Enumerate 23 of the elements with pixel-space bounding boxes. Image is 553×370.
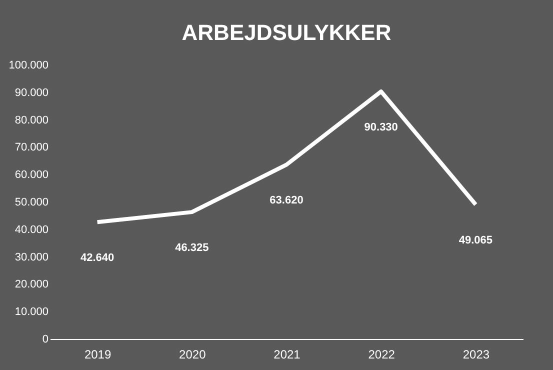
y-tick-label: 10.000 <box>14 306 48 318</box>
data-label: 42.640 <box>80 252 114 264</box>
y-tick-label: 40.000 <box>14 224 48 236</box>
line-series <box>95 89 478 224</box>
y-tick-label: 100.000 <box>8 60 48 72</box>
y-tick-label: 50.000 <box>14 196 48 208</box>
x-tick-label: 2022 <box>368 348 396 362</box>
chart-title: ARBEJDSULYKKER <box>182 20 392 45</box>
x-tick-label: 2019 <box>84 348 112 362</box>
y-tick-label: 70.000 <box>14 142 48 154</box>
y-tick-label: 80.000 <box>14 114 48 126</box>
y-tick-label: 60.000 <box>14 169 48 182</box>
data-label: 49.065 <box>458 234 493 247</box>
x-tick-label: 2020 <box>179 348 206 362</box>
data-label: 63.620 <box>270 194 304 207</box>
y-tick-label: 90.000 <box>14 86 48 99</box>
data-label: 46.325 <box>175 242 209 254</box>
y-tick-label: 30.000 <box>14 251 48 264</box>
x-tick-label: 2021 <box>274 348 301 362</box>
y-tick-label: 20.000 <box>14 278 48 291</box>
x-tick-label: 2023 <box>462 348 490 362</box>
y-tick-label: 0 <box>42 334 48 346</box>
data-label: 90.330 <box>364 121 398 134</box>
